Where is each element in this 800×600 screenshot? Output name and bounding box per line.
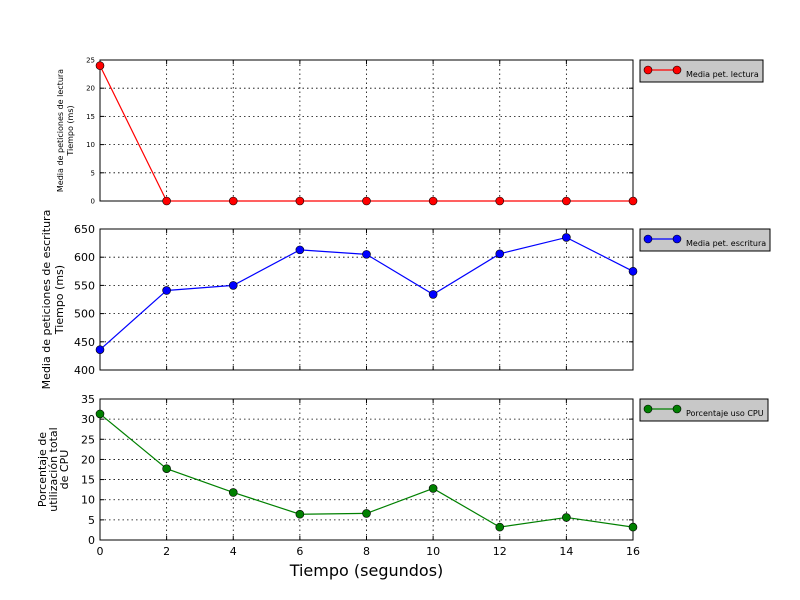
chart2-legend-marker — [643, 234, 653, 244]
chart1-data-point — [162, 196, 171, 206]
chart3-ytick-label: 20 — [81, 453, 95, 466]
chart2-data-point — [295, 245, 305, 255]
chart2-ytick-label: 550 — [74, 279, 95, 292]
chart3-data-point — [362, 509, 371, 518]
chart2-ytick-label: 650 — [74, 223, 95, 236]
chart2-data-point — [628, 266, 638, 276]
chart2-ytick-label: 400 — [74, 364, 95, 377]
chart3-xtick-label: 16 — [626, 545, 640, 558]
chart1-ytick-label: 20 — [86, 85, 95, 93]
chart1-data-point — [95, 61, 105, 70]
chart1-data-point — [562, 196, 571, 206]
chart3-legend-label: Porcentaje uso CPU — [686, 409, 764, 418]
chart2-ylabel: Media de peticiones de escritura — [40, 210, 53, 390]
chart1-data-point — [362, 196, 371, 206]
chart2-data-point — [95, 345, 105, 354]
chart1-ytick-label: 25 — [86, 57, 95, 65]
chart2-ytick-label: 500 — [74, 308, 95, 321]
chart3-legend-box — [639, 398, 769, 422]
chart2-data-point — [228, 281, 238, 290]
chart2-data-point — [495, 249, 505, 259]
chart3-data-point — [495, 522, 505, 532]
chart2-ylabel: Tiempo (ms) — [53, 265, 66, 335]
chart2-ytick-label: 450 — [74, 336, 95, 349]
chart1-ytick-label: 0 — [91, 198, 95, 206]
chart3-data-point — [562, 513, 571, 522]
chart3-xtick-label: 8 — [363, 545, 370, 558]
chart3-data-point — [228, 488, 238, 497]
chart3-xtick-label: 4 — [230, 545, 237, 558]
chart3-xtick-label: 6 — [296, 545, 303, 558]
chart2-data-point — [428, 290, 438, 299]
chart1-ytick-label: 5 — [91, 169, 95, 177]
chart3-data-point — [162, 464, 171, 473]
chart3-ytick-label: 5 — [88, 514, 95, 527]
chart3-legend-marker — [643, 404, 653, 414]
chart2-data-point — [562, 233, 571, 242]
chart2-ytick-label: 600 — [74, 251, 95, 264]
chart1-data-point — [628, 196, 638, 206]
chart3-ytick-label: 10 — [81, 494, 95, 507]
chart2-legend-label: Media pet. escritura — [686, 239, 766, 248]
chart3-ytick-label: 25 — [81, 433, 95, 446]
chart3-ytick-label: 15 — [81, 474, 95, 487]
chart3-ytick-label: 35 — [81, 393, 95, 406]
chart3-ylabel: utilización total — [47, 427, 60, 511]
chart3-xtick-label: 2 — [163, 545, 170, 558]
chart1-ytick-label: 15 — [86, 113, 95, 121]
chart1-legend-marker — [672, 65, 682, 75]
chart3-data-point — [628, 522, 638, 532]
chart1-data-point — [228, 196, 238, 206]
chart2-legend-box — [639, 228, 771, 252]
chart3-xtick-label: 0 — [97, 545, 104, 558]
chart3-xtick-label: 12 — [493, 545, 507, 558]
chart1-ylabel: Media de peticiones de lectura — [56, 69, 65, 192]
chart3-data-point — [295, 509, 305, 519]
chart1-data-point — [295, 196, 305, 206]
chart3-data-point — [95, 409, 105, 419]
chart1-data-point — [495, 196, 505, 206]
chart2-data-point — [162, 286, 171, 295]
chart2-legend-marker — [672, 234, 682, 244]
chart1-data-point — [428, 196, 438, 206]
chart3-legend-marker — [672, 404, 682, 414]
chart3-xtick-label: 10 — [426, 545, 440, 558]
chart3-ylabel: de CPU — [58, 450, 71, 490]
chart1-legend-label: Media pet. lectura — [686, 70, 759, 79]
chart3-ytick-label: 30 — [81, 413, 95, 426]
chart1-axes-frame — [99, 59, 634, 202]
chart3-ylabel: Porcentaje de — [36, 432, 49, 507]
chart3-ytick-label: 0 — [88, 534, 95, 547]
chart3-data-point — [428, 484, 438, 493]
chart1-legend-box — [639, 59, 764, 83]
chart1-legend-marker — [643, 65, 653, 75]
chart3-xtick-label: 14 — [559, 545, 573, 558]
chart3-xlabel: Tiempo (segundos) — [289, 561, 444, 580]
chart1-ylabel: Tiempo (ms) — [66, 105, 75, 156]
chart2-data-point — [362, 250, 371, 259]
chart1-ytick-label: 10 — [86, 141, 95, 149]
